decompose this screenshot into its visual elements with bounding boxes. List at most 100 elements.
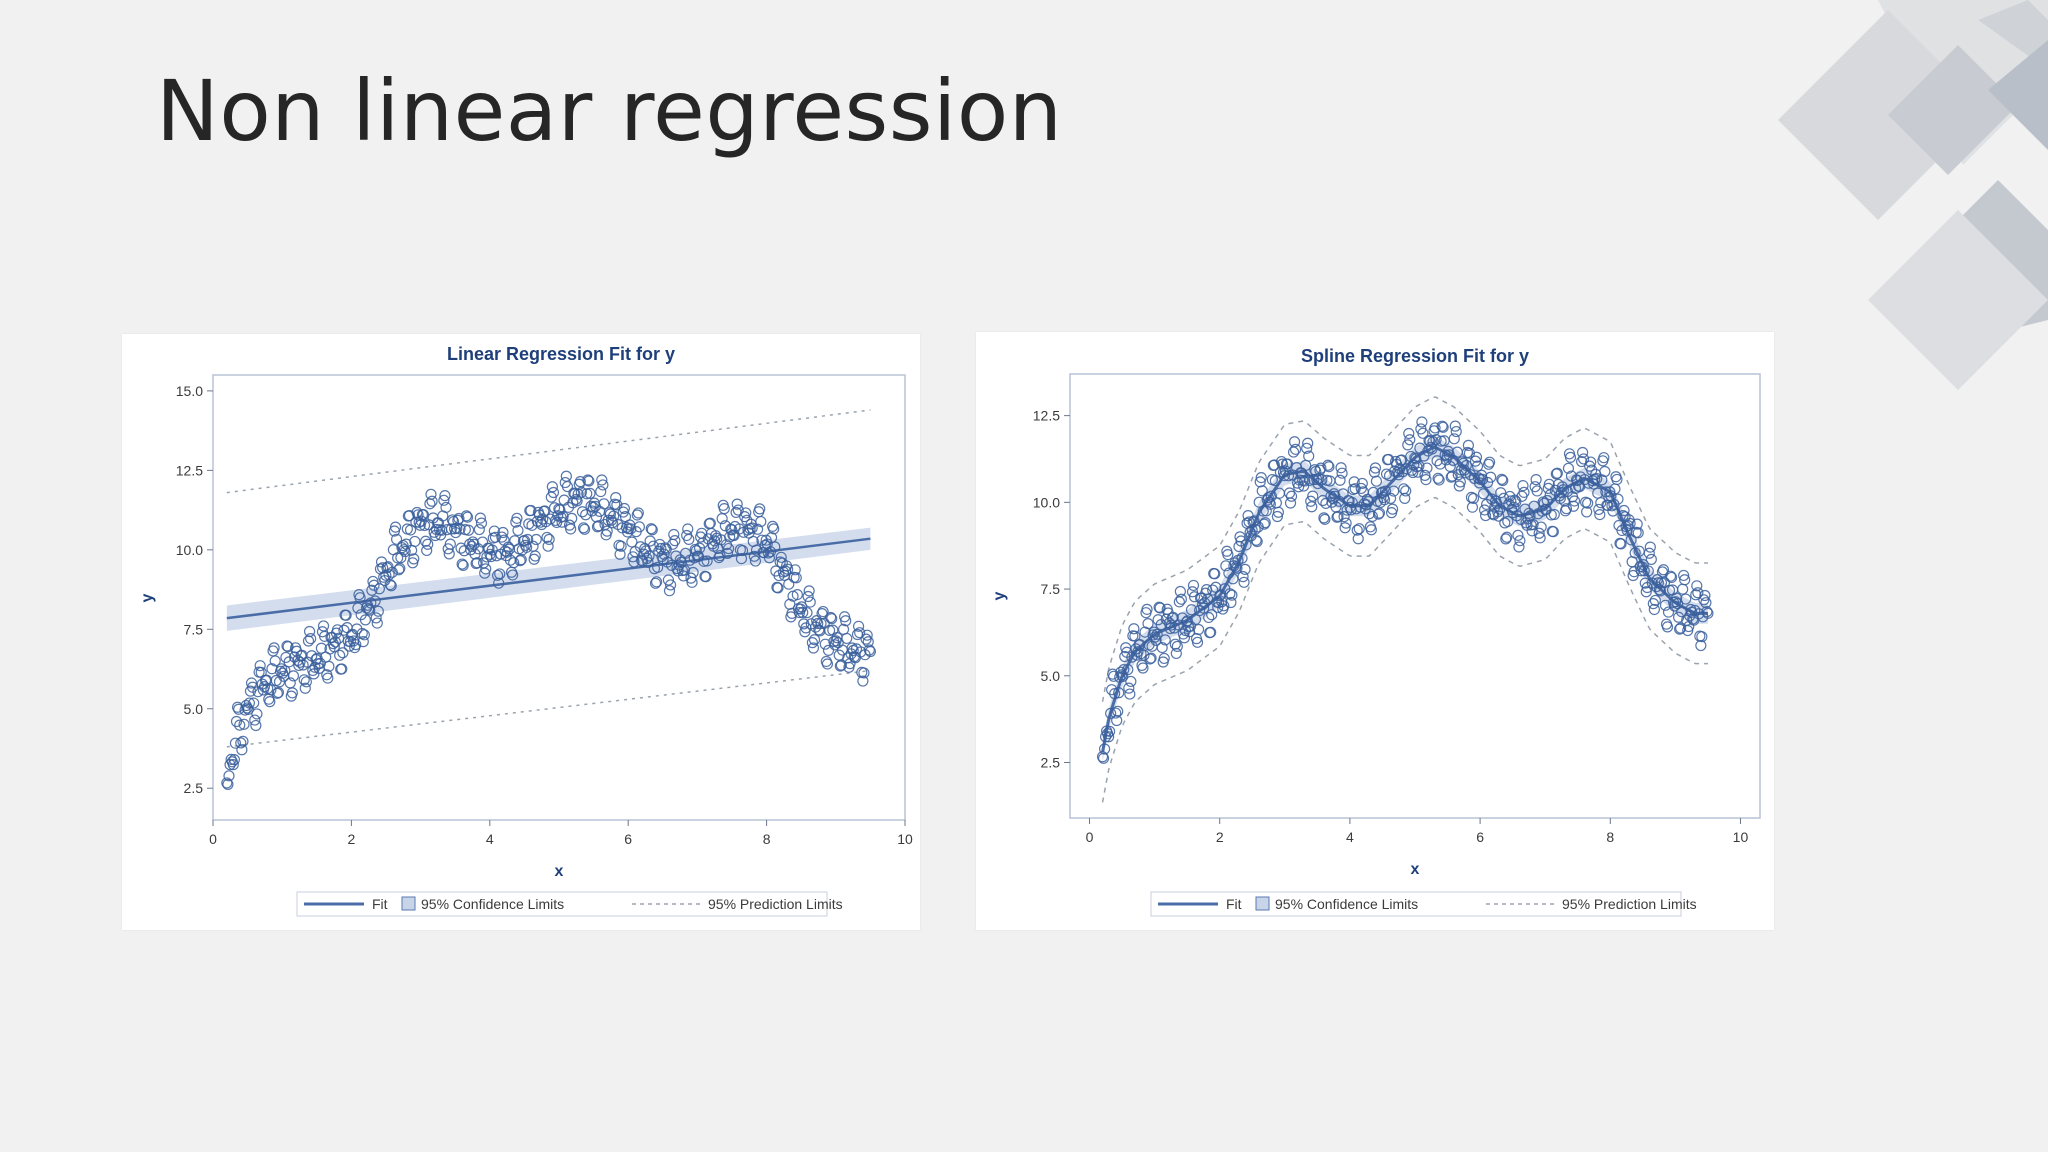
y-tick-label: 15.0 [176, 383, 203, 399]
data-point [1137, 662, 1149, 674]
data-point [762, 547, 774, 559]
data-point [740, 507, 752, 519]
data-point [390, 533, 403, 545]
data-point [462, 524, 475, 536]
data-point [1118, 663, 1130, 676]
data-point [373, 583, 386, 595]
data-point [392, 552, 404, 564]
data-point [358, 629, 370, 641]
data-point [300, 676, 312, 688]
data-point [473, 523, 485, 536]
data-point [457, 559, 469, 572]
data-point [1256, 485, 1268, 497]
data-point [1665, 571, 1678, 584]
data-point [243, 697, 256, 709]
data-point [1278, 469, 1291, 482]
data-point [542, 540, 554, 552]
y-tick-label: 10.0 [176, 542, 203, 558]
data-point [1187, 579, 1200, 592]
data-point [1437, 421, 1449, 433]
data-point [566, 512, 578, 524]
data-point [580, 509, 592, 521]
data-point [236, 744, 248, 756]
data-point [583, 475, 595, 487]
data-point [1174, 585, 1186, 598]
y-tick-label: 2.5 [1041, 755, 1061, 771]
data-point [1398, 483, 1410, 495]
y-tick-label: 7.5 [1041, 581, 1061, 597]
data-point [393, 564, 405, 576]
data-point [1209, 568, 1221, 580]
data-point [227, 759, 239, 771]
data-point [422, 538, 434, 550]
data-point [322, 672, 334, 684]
data-point [721, 547, 734, 560]
data-point [1445, 471, 1457, 483]
data-point [294, 656, 306, 668]
data-point [1142, 618, 1154, 630]
data-point [700, 571, 712, 583]
data-point [1185, 604, 1198, 616]
data-point [480, 563, 492, 575]
data-point [1334, 474, 1346, 486]
data-point [418, 519, 431, 532]
data-point [1302, 437, 1314, 449]
data-point [1259, 517, 1271, 529]
data-point [1387, 503, 1399, 515]
data-point [507, 569, 519, 581]
data-point [1272, 506, 1284, 518]
data-point [652, 561, 664, 573]
data-point [1493, 510, 1505, 522]
data-point [1496, 473, 1508, 485]
x-tick-label: 4 [486, 831, 494, 847]
data-point [305, 632, 317, 645]
data-point [1668, 600, 1681, 612]
data-point [597, 479, 609, 491]
data-point [863, 644, 875, 656]
data-point [1384, 492, 1397, 505]
data-point [537, 513, 549, 525]
data-point [1682, 624, 1694, 637]
data-point [350, 639, 362, 651]
data-point [1096, 751, 1109, 763]
data-point [1382, 453, 1395, 466]
x-tick-label: 2 [1216, 829, 1224, 845]
data-point [1477, 488, 1490, 500]
data-point [584, 487, 596, 499]
data-point [1353, 523, 1365, 535]
data-point [370, 612, 382, 624]
data-point [1205, 626, 1217, 638]
data-point [642, 556, 654, 569]
data-point [1234, 531, 1246, 543]
data-point [543, 533, 555, 545]
data-point [439, 490, 451, 502]
data-point [858, 667, 870, 679]
data-point [264, 696, 276, 708]
data-point [631, 509, 643, 521]
data-point [812, 617, 824, 630]
data-point [336, 663, 348, 675]
data-point [1431, 455, 1443, 467]
plot-area [212, 374, 906, 821]
data-point [577, 522, 590, 534]
data-point [1482, 476, 1494, 489]
data-point [1513, 541, 1525, 553]
data-point [1212, 601, 1224, 614]
data-point [618, 502, 630, 515]
data-point [1433, 474, 1445, 486]
data-point [806, 637, 818, 649]
data-point [1427, 436, 1439, 448]
data-point [1607, 505, 1619, 517]
data-point [287, 670, 300, 682]
data-point [807, 642, 820, 654]
data-point [223, 770, 235, 782]
data-point [394, 562, 406, 574]
data-point [658, 548, 670, 560]
chart-title: Spline Regression Fit for y [1301, 346, 1529, 366]
data-point [1659, 599, 1672, 611]
data-point [1144, 653, 1156, 665]
data-point [1664, 570, 1677, 582]
data-point [1198, 602, 1210, 614]
data-point [804, 596, 816, 608]
x-axis-label: x [1411, 861, 1420, 878]
